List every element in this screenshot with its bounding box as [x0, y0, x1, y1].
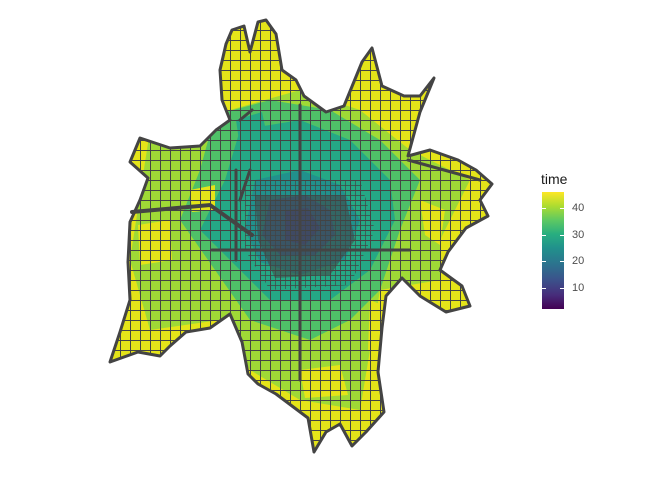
legend-tick-label: 10 — [572, 281, 585, 294]
legend-tick-label: 20 — [572, 255, 585, 268]
legend-tick-label: 40 — [572, 201, 585, 214]
legend-title: time — [541, 171, 568, 187]
color-legend: time 40 30 20 10 — [538, 168, 648, 318]
road-network — [130, 103, 482, 382]
legend-tick-label: 30 — [572, 228, 585, 241]
city-boundary — [108, 18, 494, 454]
legend-color-bar — [542, 192, 564, 309]
